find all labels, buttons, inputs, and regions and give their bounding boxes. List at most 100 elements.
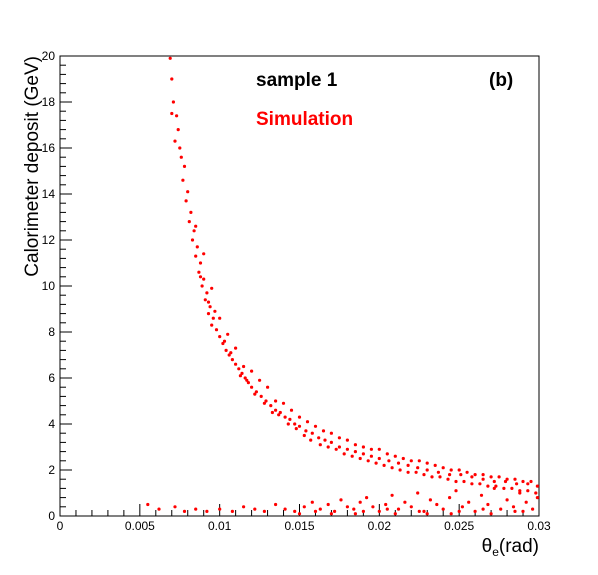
data-point xyxy=(441,466,445,470)
data-point xyxy=(288,417,292,421)
data-point xyxy=(377,447,381,451)
data-point xyxy=(323,438,327,442)
data-point xyxy=(342,452,346,456)
data-point xyxy=(208,305,212,309)
x-tick-label: 0.005 xyxy=(125,519,155,533)
data-point xyxy=(317,436,321,440)
data-point xyxy=(406,470,410,474)
data-point xyxy=(184,199,188,203)
x-tick-label: 0 xyxy=(57,519,64,533)
data-point xyxy=(529,479,533,484)
data-point xyxy=(262,509,266,513)
data-point xyxy=(175,114,179,118)
data-point xyxy=(479,493,484,497)
data-point xyxy=(345,505,349,509)
data-point xyxy=(430,475,434,479)
data-point xyxy=(274,408,278,412)
data-point xyxy=(393,512,397,516)
data-point xyxy=(534,491,538,495)
data-point xyxy=(242,364,246,369)
data-point xyxy=(393,454,397,458)
data-point xyxy=(297,424,302,428)
data-point xyxy=(294,427,298,431)
data-point xyxy=(230,509,234,513)
data-point xyxy=(457,468,461,472)
data-point xyxy=(227,353,231,357)
data-point xyxy=(189,210,193,214)
x-axis-title-unit: (rad) xyxy=(499,536,539,557)
data-point xyxy=(171,100,175,104)
data-point xyxy=(518,491,522,495)
data-point xyxy=(170,111,174,116)
data-point xyxy=(398,468,402,472)
data-point xyxy=(416,491,420,495)
data-point xyxy=(401,456,405,461)
data-point xyxy=(187,220,191,224)
data-point xyxy=(486,502,490,507)
data-point xyxy=(416,466,420,470)
data-point xyxy=(304,429,308,433)
data-point xyxy=(211,316,215,320)
y-tick-label: 8 xyxy=(48,325,55,339)
data-point xyxy=(494,484,498,488)
y-tick-label: 0 xyxy=(48,509,55,523)
data-point xyxy=(526,482,530,486)
data-point xyxy=(250,385,254,389)
data-point xyxy=(297,415,302,419)
data-point xyxy=(205,291,209,295)
data-point xyxy=(214,328,219,332)
data-point xyxy=(449,512,453,516)
data-point xyxy=(454,489,458,493)
data-point xyxy=(326,445,330,449)
data-point xyxy=(210,323,214,327)
data-point xyxy=(238,374,242,378)
data-point xyxy=(192,229,196,233)
data-point xyxy=(465,470,469,474)
data-point xyxy=(511,505,516,509)
data-point xyxy=(329,431,333,435)
data-point xyxy=(390,493,394,497)
data-point xyxy=(403,500,407,504)
data-point xyxy=(283,507,287,511)
y-tick-label: 6 xyxy=(48,371,55,385)
data-point xyxy=(202,277,206,281)
x-axis-title-subscript: e xyxy=(492,545,499,559)
data-point xyxy=(481,473,485,477)
data-point xyxy=(502,486,506,490)
data-point xyxy=(197,270,201,274)
data-point xyxy=(222,339,227,343)
data-point xyxy=(462,479,466,484)
data-point xyxy=(422,509,426,513)
data-point xyxy=(337,445,341,449)
data-point xyxy=(515,482,519,486)
data-point xyxy=(448,473,452,477)
data-point xyxy=(417,459,421,463)
x-tick-label: 0.03 xyxy=(527,519,551,533)
data-point xyxy=(486,484,490,488)
data-point xyxy=(242,505,246,509)
data-point xyxy=(274,502,278,507)
data-point xyxy=(186,190,190,194)
data-point xyxy=(206,300,211,304)
data-point xyxy=(489,512,493,516)
data-point xyxy=(259,394,263,398)
y-tick-label: 18 xyxy=(42,95,56,109)
data-point xyxy=(333,509,337,513)
x-axis-title-symbol: θ xyxy=(482,536,493,557)
data-point xyxy=(535,484,540,488)
y-tick-label: 4 xyxy=(48,417,55,431)
x-tick-label: 0.01 xyxy=(208,519,232,533)
data-point xyxy=(205,509,209,513)
data-point xyxy=(310,500,314,504)
data-point xyxy=(270,410,274,415)
data-point xyxy=(353,443,357,447)
data-point xyxy=(417,509,421,513)
annotation-sample: sample 1 xyxy=(256,70,338,91)
data-point xyxy=(535,496,540,500)
data-point xyxy=(521,479,525,484)
y-tick-label: 14 xyxy=(42,187,56,201)
x-tick-label: 0.015 xyxy=(284,519,314,533)
data-point xyxy=(302,505,306,509)
data-point xyxy=(438,475,442,479)
data-point xyxy=(240,371,244,375)
